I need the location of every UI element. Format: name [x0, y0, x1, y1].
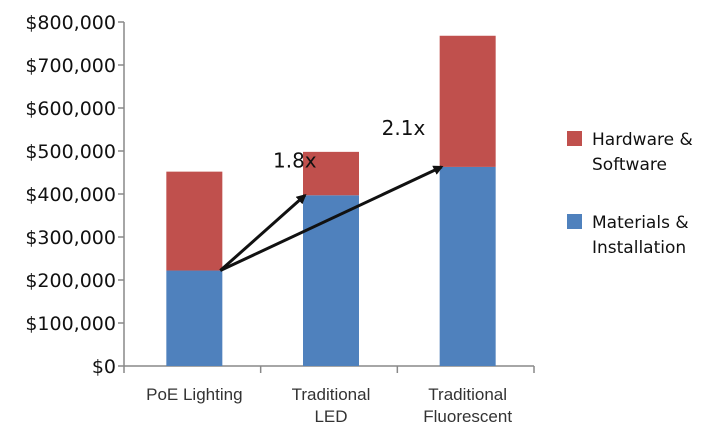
legend-label-line: Hardware &	[592, 130, 693, 150]
y-tick-label: $500,000	[25, 141, 116, 163]
y-tick-label: $800,000	[25, 12, 116, 34]
x-tick-label: PoE Lighting	[146, 385, 242, 404]
x-tick-label-line: LED	[314, 407, 347, 426]
legend-label-line: Installation	[592, 238, 686, 258]
bar-segment-hardware-software	[166, 171, 223, 271]
y-tick-label: $200,000	[25, 270, 116, 292]
y-tick-label: $300,000	[25, 227, 116, 249]
legend-swatch	[567, 214, 582, 229]
bar-segment-materials-installation	[303, 195, 359, 366]
x-tick-label-line: Fluorescent	[423, 407, 512, 426]
x-tick-label-line: Traditional	[428, 385, 507, 404]
y-tick-label: $100,000	[25, 313, 116, 335]
y-tick-label: $0	[92, 356, 116, 378]
ratio-arrow	[219, 193, 307, 272]
legend-label: Materials & Installation	[592, 213, 689, 258]
bar-segment-materials-installation	[439, 166, 496, 366]
x-tick-label-line: PoE Lighting	[146, 385, 242, 404]
legend-label-line: Software	[592, 155, 667, 175]
y-tick-label: $600,000	[25, 98, 116, 120]
ratio-annotation: 2.1x	[382, 116, 426, 140]
ratio-annotation: 1.8x	[273, 148, 317, 172]
x-tick-label-line: Traditional	[292, 385, 371, 404]
ratio-arrow	[219, 165, 444, 272]
legend-swatch	[567, 131, 582, 146]
y-tick-label: $400,000	[25, 184, 116, 206]
bar-segment-materials-installation	[166, 270, 223, 366]
bar-segment-hardware-software	[439, 35, 496, 167]
legend-label-line: Materials &	[592, 213, 689, 233]
legend-label: Hardware & Software	[592, 130, 693, 175]
y-tick-label: $700,000	[25, 55, 116, 77]
bar-segment-hardware-software	[303, 151, 359, 196]
x-tick-label: Traditional Fluorescent	[423, 385, 512, 426]
x-tick-label: Traditional LED	[292, 385, 371, 426]
